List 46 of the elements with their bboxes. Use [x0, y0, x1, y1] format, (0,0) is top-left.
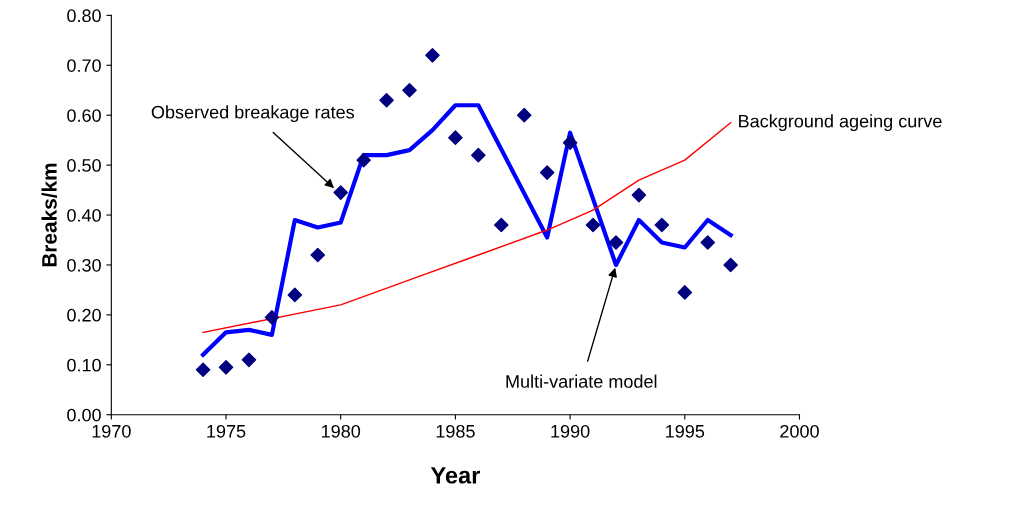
point: [218, 360, 234, 375]
point: [333, 185, 348, 200]
point: [677, 285, 693, 300]
x-axis-title: Year: [430, 467, 480, 484]
point: [448, 130, 463, 145]
point: [493, 217, 509, 233]
y-tick-label: 0.80: [67, 9, 101, 23]
point: [608, 235, 624, 250]
line-series: [202, 121, 732, 334]
x-tick-label: 2000: [780, 424, 819, 438]
y-axis-title: Breaks/km: [41, 163, 57, 267]
y-tick-label: 0.00: [67, 408, 101, 422]
point: [631, 187, 647, 203]
x-tick-label: 1995: [666, 424, 705, 438]
point: [241, 352, 257, 368]
point: [195, 362, 211, 378]
x-tick-label: 1975: [207, 424, 246, 438]
point: [471, 147, 486, 163]
annotation: Background ageing curve: [739, 114, 942, 132]
point: [562, 135, 578, 150]
y-tick-label: 0.60: [67, 109, 101, 122]
point: [287, 287, 303, 303]
point: [379, 92, 394, 108]
point: [723, 257, 738, 273]
annotation: Observed breakage rates: [151, 105, 355, 123]
point: [585, 217, 601, 233]
x-tick-label: 1980: [322, 424, 361, 438]
point: [425, 48, 440, 63]
y-tick-label: 0.30: [67, 258, 101, 272]
point: [700, 235, 716, 250]
y-tick-label: 0.40: [67, 208, 101, 222]
y-tick-label: 0.50: [67, 159, 101, 172]
y-tick-label: 0.70: [67, 59, 101, 72]
y-tick-label: 0.20: [67, 308, 101, 322]
point: [654, 217, 670, 233]
point: [356, 152, 371, 168]
x-tick-label: 1985: [436, 424, 475, 438]
point: [264, 310, 280, 325]
point: [539, 165, 555, 180]
point: [402, 82, 417, 98]
y-tick-label: 0.10: [67, 358, 101, 372]
point: [310, 247, 326, 263]
point: [516, 107, 532, 123]
x-tick-label: 1970: [92, 424, 131, 438]
x-tick-label: 1990: [551, 424, 590, 438]
annotation: Multi-variate model: [506, 374, 657, 388]
